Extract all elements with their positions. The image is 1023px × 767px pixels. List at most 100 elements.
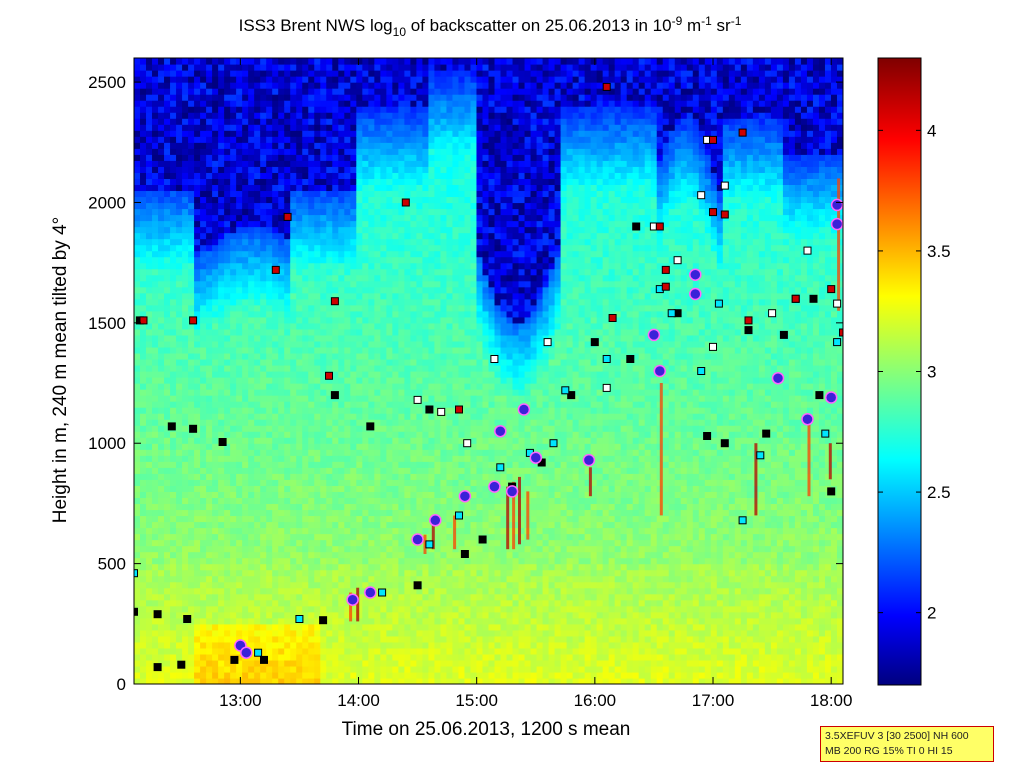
heatmap-cell [302, 611, 309, 619]
heatmap-cell [272, 196, 279, 204]
heatmap-cell [218, 100, 225, 107]
heatmap-cell [278, 371, 285, 378]
heatmap-cell [236, 383, 243, 390]
heatmap-cell [284, 88, 291, 95]
heatmap-cell [374, 647, 381, 655]
heatmap-cell [200, 407, 207, 414]
heatmap-cell [266, 232, 273, 240]
heatmap-cell [278, 617, 285, 625]
heatmap-cell [272, 154, 279, 161]
heatmap-cell [308, 437, 315, 444]
heatmap-cell [410, 256, 417, 264]
heatmap-cell [302, 118, 309, 125]
heatmap-cell [188, 611, 195, 619]
heatmap-cell [188, 419, 195, 426]
heatmap-cell [176, 184, 183, 192]
heatmap-cell [272, 647, 279, 655]
heatmap-cell [362, 539, 369, 547]
heatmap-cell [176, 527, 183, 535]
heatmap-cell [338, 298, 345, 306]
heatmap-cell [206, 154, 213, 161]
heatmap-cell [266, 208, 273, 216]
heatmap-cell [170, 172, 177, 179]
heatmap-cell [380, 94, 387, 101]
heatmap-cell [338, 407, 345, 414]
heatmap-cell [272, 244, 279, 252]
heatmap-cell [308, 521, 315, 529]
heatmap-cell [374, 671, 381, 679]
heatmap-cell [218, 154, 225, 161]
heatmap-cell [140, 130, 147, 137]
heatmap-cell [302, 358, 309, 366]
heatmap-cell [332, 358, 339, 366]
heatmap-cell [140, 617, 147, 625]
heatmap-cell [152, 130, 159, 137]
heatmap-cell [368, 569, 375, 577]
heatmap-cell [248, 244, 255, 252]
heatmap-cell [296, 304, 303, 312]
heatmap-cell [170, 328, 177, 336]
heatmap-cell [386, 575, 393, 583]
heatmap-cell [398, 551, 405, 559]
heatmap-cell [182, 413, 189, 420]
heatmap-cell [368, 443, 375, 450]
heatmap-cell [254, 94, 261, 101]
heatmap-cell [320, 100, 327, 107]
heatmap-cell [404, 647, 411, 655]
heatmap-cell [296, 431, 303, 438]
heatmap-cell [254, 328, 261, 336]
heatmap-cell [350, 503, 357, 511]
heatmap-cell [236, 250, 243, 258]
heatmap-cell [152, 497, 159, 505]
heatmap-cell [254, 262, 261, 270]
heatmap-cell [356, 605, 363, 613]
heatmap-cell [152, 328, 159, 336]
heatmap-cell [278, 671, 285, 679]
heatmap-cell [176, 202, 183, 210]
heatmap-cell [308, 377, 315, 384]
heatmap-cell [158, 292, 165, 300]
heatmap-cell [398, 419, 405, 426]
heatmap-cell [140, 515, 147, 523]
heatmap-cell [314, 286, 321, 294]
heatmap-cell [230, 593, 237, 601]
heatmap-cell [302, 124, 309, 131]
heatmap-cell [386, 130, 393, 137]
heatmap-cell [374, 491, 381, 498]
heatmap-cell [218, 322, 225, 330]
heatmap-cell [302, 473, 309, 480]
heatmap-cell [368, 214, 375, 222]
heatmap-cell [164, 304, 171, 312]
heatmap-cell [338, 653, 345, 661]
heatmap-cell [380, 377, 387, 384]
heatmap-cell [344, 148, 351, 155]
heatmap-cell [332, 226, 339, 234]
heatmap-cell [140, 611, 147, 619]
heatmap-cell [224, 659, 231, 667]
heatmap-cell [146, 364, 153, 372]
heatmap-cell [356, 316, 363, 324]
heatmap-cell [158, 449, 165, 456]
heatmap-cell [200, 383, 207, 390]
heatmap-cell [302, 425, 309, 432]
heatmap-cell [272, 322, 279, 330]
heatmap-cell [140, 401, 147, 408]
heatmap-cell [254, 503, 261, 511]
heatmap-cell [260, 563, 267, 571]
heatmap-cell [410, 238, 417, 246]
heatmap-cell [200, 310, 207, 318]
heatmap-cell [296, 100, 303, 107]
heatmap-cell [374, 298, 381, 306]
heatmap-cell [158, 509, 165, 517]
heatmap-cell [386, 118, 393, 125]
heatmap-cell [224, 479, 231, 486]
heatmap-cell [338, 473, 345, 480]
heatmap-cell [392, 340, 399, 348]
heatmap-cell [248, 346, 255, 354]
heatmap-cell [182, 497, 189, 505]
heatmap-cell [212, 118, 219, 125]
heatmap-cell [146, 358, 153, 366]
heatmap-cell [380, 112, 387, 119]
heatmap-cell [356, 268, 363, 276]
heatmap-cell [182, 352, 189, 360]
